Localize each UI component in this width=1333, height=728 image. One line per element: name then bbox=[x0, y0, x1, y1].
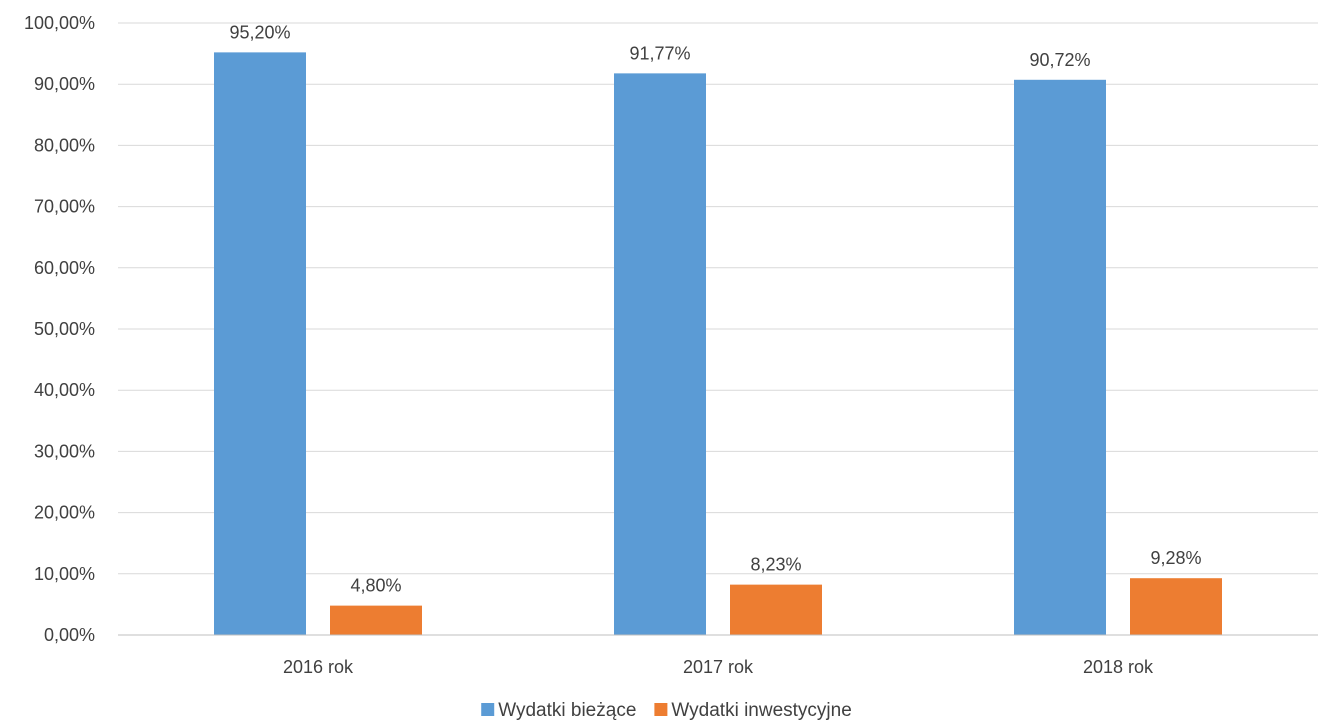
data-label: 91,77% bbox=[629, 43, 690, 63]
data-labels: 95,20% 4,80% 91,77% 8,23% 90,72% 9,28% bbox=[229, 22, 1201, 595]
legend: Wydatki bieżące Wydatki inwestycyjne bbox=[481, 700, 852, 721]
gridlines bbox=[118, 22, 1318, 575]
legend-swatch bbox=[654, 703, 668, 716]
y-tick-label: 80,00% bbox=[34, 135, 95, 155]
data-label: 8,23% bbox=[750, 555, 801, 575]
bars bbox=[214, 52, 1222, 636]
y-tick-label: 30,00% bbox=[34, 441, 95, 461]
bar-wydatki-inwestycyjne bbox=[1130, 578, 1222, 635]
y-axis-tick-labels: 0,00% 10,00% 20,00% 30,00% 40,00% 50,00% 60,00… bbox=[24, 13, 95, 645]
y-tick-label: 90,00% bbox=[34, 74, 95, 94]
data-label: 90,72% bbox=[1029, 50, 1090, 70]
data-label: 95,20% bbox=[229, 22, 290, 42]
y-tick-label: 0,00% bbox=[44, 625, 95, 645]
y-tick-label: 10,00% bbox=[34, 564, 95, 584]
bar-wydatki-biezace bbox=[214, 52, 306, 636]
legend-swatch bbox=[481, 703, 495, 716]
legend-label: Wydatki inwestycyjne bbox=[671, 700, 851, 721]
bar-wydatki-biezace bbox=[614, 73, 706, 635]
y-tick-label: 40,00% bbox=[34, 380, 95, 400]
data-label: 9,28% bbox=[1150, 548, 1201, 568]
x-axis-tick-labels: 2016 rok 2017 rok 2018 rok bbox=[283, 657, 1154, 677]
y-tick-label: 100,00% bbox=[24, 13, 95, 33]
bar-wydatki-inwestycyjne bbox=[730, 584, 822, 635]
y-tick-label: 60,00% bbox=[34, 258, 95, 278]
y-tick-label: 70,00% bbox=[34, 197, 95, 217]
x-tick-label: 2017 rok bbox=[683, 657, 754, 677]
data-label: 4,80% bbox=[350, 576, 401, 596]
legend-label: Wydatki bieżące bbox=[498, 700, 636, 721]
x-tick-label: 2016 rok bbox=[283, 657, 354, 677]
x-tick-label: 2018 rok bbox=[1083, 657, 1154, 677]
bar-wydatki-biezace bbox=[1014, 79, 1106, 636]
bar-wydatki-inwestycyjne bbox=[330, 605, 422, 635]
y-tick-label: 20,00% bbox=[34, 503, 95, 523]
y-tick-label: 50,00% bbox=[34, 319, 95, 339]
